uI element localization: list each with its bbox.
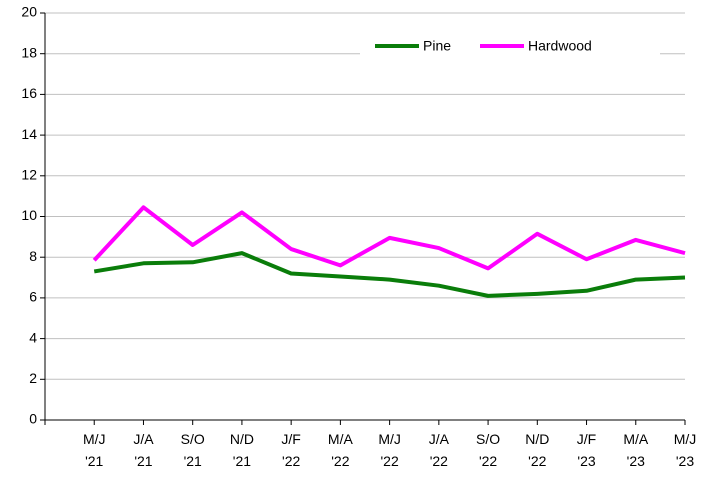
x-tick-label: J/F '23 [576,431,597,469]
x-tick-label: J/A '21 [133,431,154,469]
line-series [92,205,686,271]
x-tick-label: S/O '21 [180,431,205,469]
y-tick-label: 10 [21,207,37,223]
y-tick-label: 12 [21,167,37,183]
legend-label: Hardwood [528,38,592,54]
y-tick-label: 6 [29,289,37,305]
x-tick-label: M/A '22 [327,431,353,469]
x-tick-label: J/A '22 [428,431,449,469]
y-tick-label: 14 [21,126,37,142]
x-tick-label: M/A '23 [623,431,649,469]
y-tick-label: 2 [29,370,37,386]
x-tick-label: J/F '22 [281,431,301,469]
x-tick-label: M/J '23 [673,431,697,469]
y-tick-label: 18 [21,44,37,60]
x-tick-label: M/J '22 [378,431,401,469]
y-tick-label: 0 [29,411,37,427]
y-tick-label: 20 [21,4,37,20]
x-tick-label: N/D '21 [229,431,254,469]
legend-label: Pine [423,38,451,54]
y-tick-label: 8 [29,248,37,264]
line-series [93,251,686,298]
y-tick-label: 4 [29,329,37,345]
x-tick-label: N/D '22 [525,431,550,469]
x-tick-label: S/O '22 [476,431,501,469]
y-tick-label: 16 [21,85,37,101]
x-tick-label: M/J '21 [82,431,106,469]
